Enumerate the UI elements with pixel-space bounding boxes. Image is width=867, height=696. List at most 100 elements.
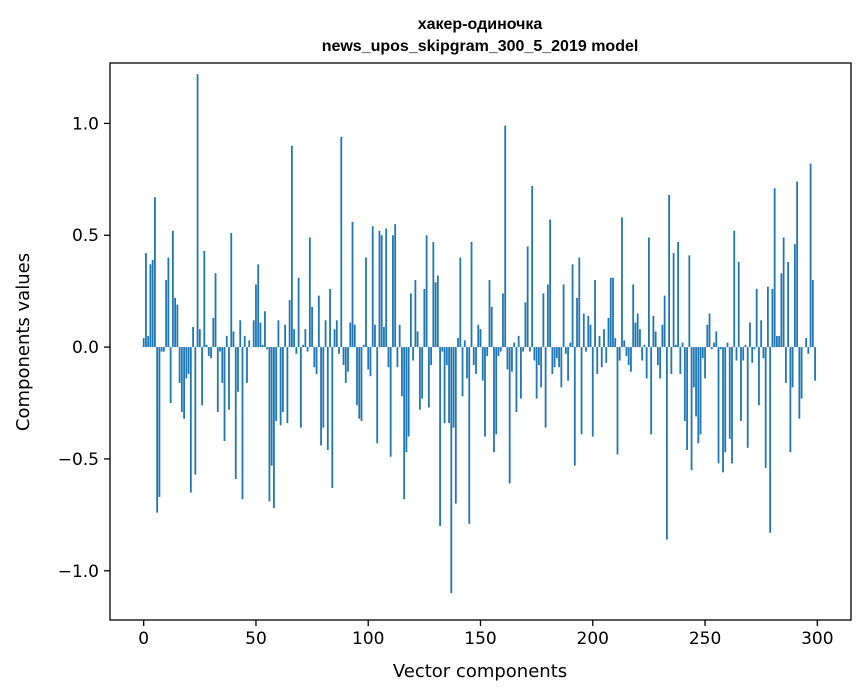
bar [515,347,518,412]
bar [742,347,745,361]
bar [331,347,334,489]
bar [798,347,801,419]
bar [724,347,727,453]
bar [719,347,722,350]
bar [778,335,781,348]
bar [149,264,152,348]
bar [793,244,796,348]
bar [367,347,370,370]
bar [266,347,269,350]
bar [670,347,673,374]
bar [374,324,376,348]
bar [151,259,154,348]
bar [304,329,307,348]
bar [232,331,235,348]
bar [511,347,513,372]
bar [277,320,280,348]
bar [344,347,347,383]
bar [762,347,765,359]
bar [434,282,437,348]
bar [708,313,711,348]
bar [279,347,282,426]
bar [735,347,738,361]
bar [488,279,491,348]
bar [196,74,199,348]
bar [264,311,266,348]
bar [416,331,419,348]
bar [495,347,498,435]
bar [239,320,242,348]
bar [427,347,430,408]
bar [356,347,358,406]
bar [522,347,525,352]
bar [533,347,536,361]
bar [187,347,190,374]
bar [432,241,435,348]
bar [567,347,569,381]
bar [722,347,724,473]
bar [506,347,509,370]
bar [418,347,421,410]
bar [681,342,684,348]
bar [255,284,257,348]
bar [553,347,556,368]
bar [335,320,338,348]
bar [560,347,563,388]
bar [380,235,383,348]
x-tick-label: 200 [577,629,609,649]
bar [409,293,412,348]
bar [728,347,731,439]
bar [389,347,392,457]
x-tick-label: 0 [138,629,149,649]
bar [228,347,230,410]
bar [315,347,318,374]
bar [502,293,504,348]
bar [600,347,603,368]
bar [295,347,298,354]
bar [623,340,626,348]
bar [751,347,754,363]
bar [401,347,403,397]
bar [641,347,644,361]
bar [639,329,641,348]
bar [497,347,500,357]
bar [576,297,578,348]
bar [203,250,206,348]
bar [398,324,401,348]
bar [710,347,713,350]
bar [317,295,320,348]
bar [470,241,473,348]
bar [764,347,767,468]
y-axis-label: Components values [13,253,34,431]
bar [636,313,639,348]
bar [198,329,201,348]
bar [457,338,459,348]
bar [605,347,608,363]
bar [225,335,228,348]
bar-series [142,74,816,594]
bar [699,347,702,435]
bar [569,342,572,348]
bar [749,322,751,348]
bar [811,279,814,348]
bar [546,284,549,348]
bar [275,347,278,421]
bar [517,335,520,348]
bar [282,347,284,412]
bar [441,347,444,352]
bar [513,342,516,348]
bar [468,347,471,524]
bar [632,284,635,348]
bar [385,228,388,348]
bar [378,230,381,348]
bar [252,320,255,348]
bar [353,324,356,348]
bar [571,264,574,348]
bar [214,273,217,348]
bar [630,347,632,372]
x-tick-label: 250 [689,629,721,649]
bar [369,347,372,377]
bar [612,277,614,348]
bar [320,347,322,446]
